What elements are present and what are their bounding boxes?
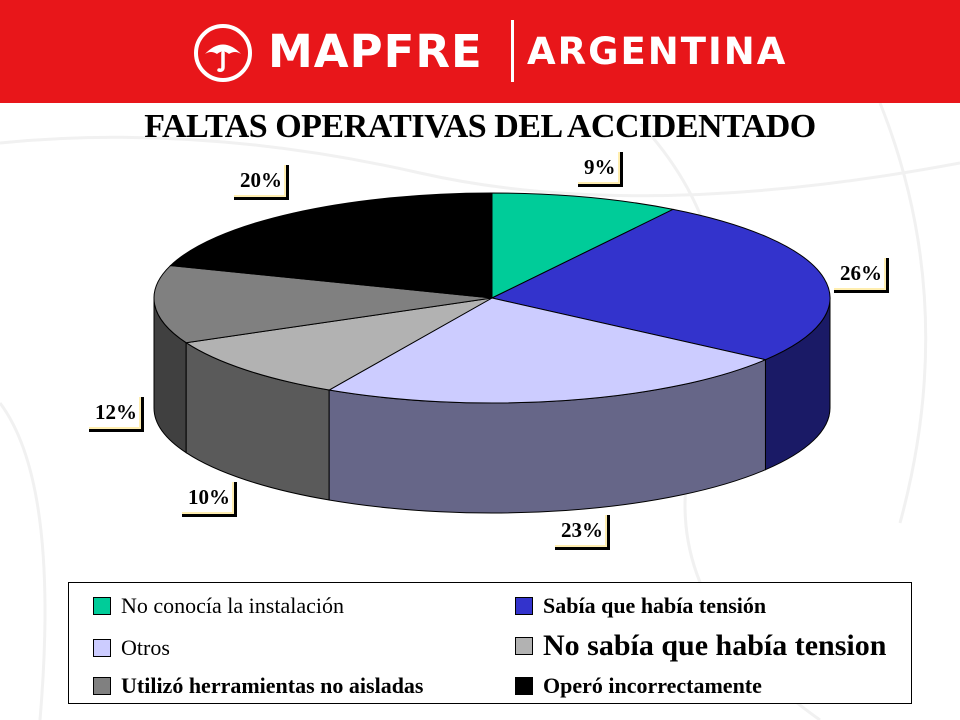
brand-divider (511, 20, 514, 82)
data-label-opero-incorrectamente: 20% (234, 165, 289, 200)
legend-label: Sabía que había tensión (543, 593, 767, 618)
pie-slice-sabia-tension (490, 208, 831, 361)
pie-chart (153, 192, 831, 514)
legend-label: No conocía la instalación (121, 593, 344, 618)
legend-label: Operó incorrectamente (543, 673, 762, 698)
data-label-no-sabia-tension: 10% (182, 482, 237, 517)
brand-region: ARGENTINA (527, 30, 788, 73)
pie-slice-no-sabia-tension (184, 297, 493, 391)
legend-label: Utilizó herramientas no aisladas (121, 673, 424, 698)
legend-swatch (515, 677, 533, 695)
legend-swatch (93, 597, 111, 615)
chart-title: FALTAS OPERATIVAS DEL ACCIDENTADO (144, 108, 816, 145)
legend-label: Otros (121, 635, 170, 660)
data-label-sabia-tension: 26% (834, 258, 889, 293)
legend-swatch (93, 639, 111, 657)
data-label-otros: 23% (555, 515, 610, 550)
pie-slice-no-conocia (491, 192, 675, 299)
pie-slice-otros (327, 297, 768, 404)
legend-label: No sabía que había tension (543, 629, 887, 662)
legend-swatch (93, 677, 111, 695)
chart-legend: No conocía la instalación Otros Utilizó … (68, 582, 912, 704)
brand-name: MAPFRE (268, 25, 483, 78)
pie-slice-herramientas (153, 265, 493, 344)
legend-swatch (515, 637, 533, 655)
mapfre-umbrella-logo-icon (194, 24, 252, 82)
header-bar: MAPFRE ARGENTINA (0, 0, 960, 103)
legend-swatch (515, 597, 533, 615)
data-label-herramientas: 12% (89, 397, 144, 432)
data-label-no-conocia: 9% (578, 152, 623, 187)
pie-slice-opero-incorrectamente (169, 192, 493, 299)
